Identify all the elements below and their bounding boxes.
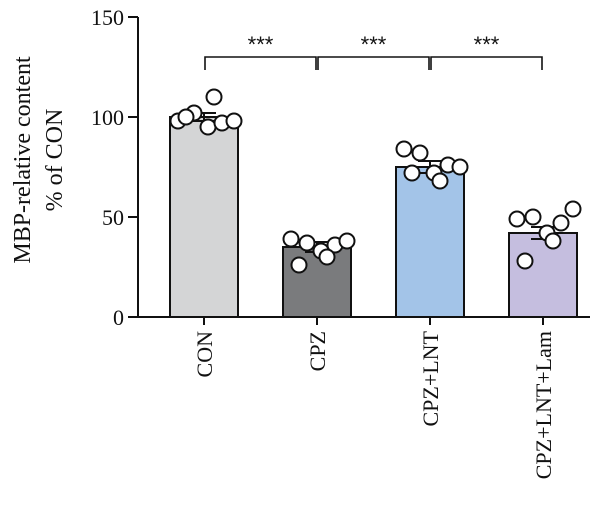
significance-bracket-2 (430, 56, 543, 70)
data-point-2-0 (395, 140, 413, 158)
data-point-1-4 (338, 232, 356, 250)
data-point-2-4 (451, 158, 469, 176)
y-axis-label-line1: MBP-relative content (10, 56, 36, 264)
significance-label-0: *** (248, 32, 274, 57)
data-point-3-6 (516, 252, 534, 270)
significance-label-2: *** (474, 32, 500, 57)
data-point-1-0 (282, 230, 300, 248)
bar-3 (508, 232, 578, 318)
data-point-3-4 (564, 200, 582, 218)
y-axis-label: MBP-relative content % of CON (10, 56, 68, 264)
error-bars-layer (192, 112, 555, 253)
y-tick-label-3: 150 (91, 5, 124, 30)
data-point-1-6 (290, 256, 308, 274)
y-axis-label-line2: % of CON (42, 109, 68, 212)
significance-bracket-0 (204, 56, 317, 70)
x-category-label-0: CON (192, 331, 217, 378)
significance-label-1: *** (361, 32, 387, 57)
data-point-1-5 (318, 248, 336, 266)
x-category-label-3: CPZ+LNT+Lam (531, 331, 556, 479)
data-point-0-2 (199, 118, 217, 136)
axes-layer: 0 50 100 150 CON CPZ CPZ+LNT CPZ+LNT+Lam (91, 5, 590, 479)
data-point-3-1 (524, 208, 542, 226)
data-point-0-5 (205, 88, 223, 106)
bar-0 (169, 116, 239, 318)
data-point-1-1 (298, 234, 316, 252)
data-point-0-4 (225, 112, 243, 130)
significance-bracket-1 (317, 56, 430, 70)
x-category-label-1: CPZ (305, 331, 330, 371)
data-point-0-6 (177, 108, 195, 126)
data-point-2-5 (431, 172, 449, 190)
data-point-2-1 (411, 144, 429, 162)
bar-2 (395, 166, 465, 318)
data-point-2-6 (403, 164, 421, 182)
points-layer (169, 88, 582, 274)
data-point-3-3 (552, 214, 570, 232)
y-tick-label-2: 100 (91, 105, 124, 130)
significance-layer: *** *** *** (204, 32, 543, 70)
data-point-3-5 (544, 232, 562, 250)
data-point-3-0 (508, 210, 526, 228)
x-category-label-2: CPZ+LNT (418, 330, 443, 426)
y-tick-label-0: 0 (113, 305, 124, 330)
y-tick-label-1: 50 (102, 205, 124, 230)
